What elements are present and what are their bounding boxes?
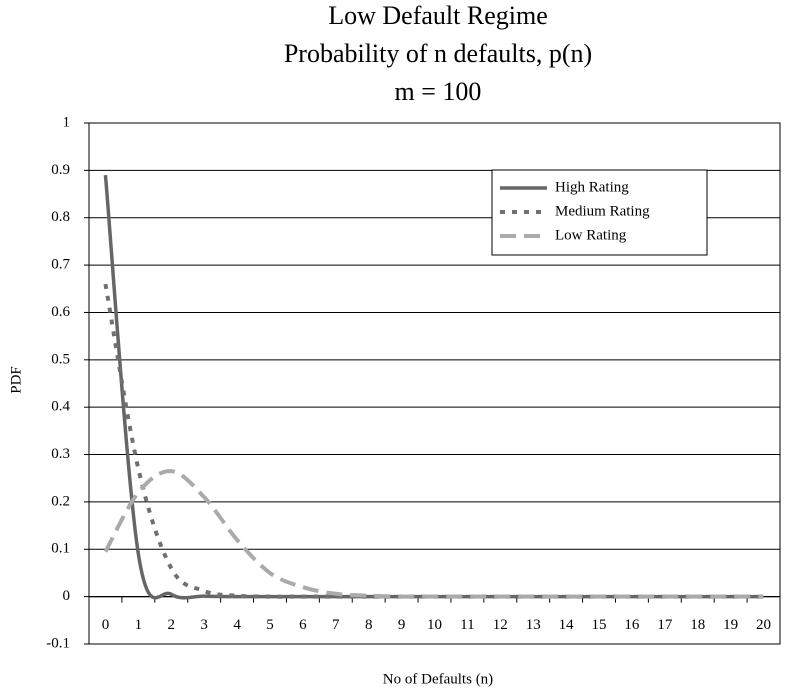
x-tick-label: 17 [657, 617, 673, 633]
x-tick-label: 16 [624, 617, 640, 633]
x-tick-label: 10 [427, 617, 442, 633]
x-tick-label: 11 [460, 617, 474, 633]
x-tick-label: 0 [102, 617, 110, 633]
x-tick-label: 7 [332, 617, 340, 633]
x-tick-label: 6 [299, 617, 307, 633]
y-tick-label: 0.9 [51, 162, 70, 178]
y-axis-label: PDF [8, 366, 24, 394]
chart-title: m = 100 [395, 77, 482, 106]
y-tick-label: 0.2 [51, 493, 70, 509]
x-tick-label: 15 [592, 617, 607, 633]
x-tick-label: 19 [723, 617, 738, 633]
y-tick-label: 0.3 [51, 446, 70, 462]
legend: High Rating Medium Rating Low Rating [491, 169, 708, 256]
x-tick-label: 8 [365, 617, 373, 633]
x-tick-label: 9 [398, 617, 406, 633]
x-tick-label: 2 [168, 617, 176, 633]
x-tick-label: 13 [526, 617, 541, 633]
y-tick-label: 0.5 [51, 351, 70, 367]
y-tick-label: 0.1 [51, 541, 70, 557]
y-tick-label: -0.1 [46, 635, 70, 651]
x-tick-label: 3 [200, 617, 208, 633]
legend-label: High Rating [555, 179, 629, 195]
y-tick-label: 0.4 [51, 399, 70, 415]
legend-label: Medium Rating [555, 203, 650, 219]
y-tick-label: 0.8 [51, 209, 70, 225]
y-tick-label: 0.7 [51, 257, 70, 273]
chart-title: Low Default Regime [328, 1, 548, 30]
series-line [103, 469, 764, 599]
y-tick-label: 1 [63, 114, 71, 130]
chart-title: Probability of n defaults, p(n) [284, 39, 592, 68]
x-tick-label: 20 [756, 617, 771, 633]
legend-label: Low Rating [555, 227, 627, 243]
x-tick-label: 18 [690, 617, 705, 633]
x-tick-label: 1 [135, 617, 143, 633]
x-tick-label: 14 [559, 617, 575, 633]
x-tick-label: 5 [266, 617, 274, 633]
y-tick-label: 0 [63, 588, 71, 604]
x-tick-label: 4 [233, 617, 241, 633]
y-tick-label: 0.6 [51, 304, 70, 320]
x-axis-label: No of Defaults (n) [383, 671, 493, 687]
x-tick-label: 12 [493, 617, 508, 633]
